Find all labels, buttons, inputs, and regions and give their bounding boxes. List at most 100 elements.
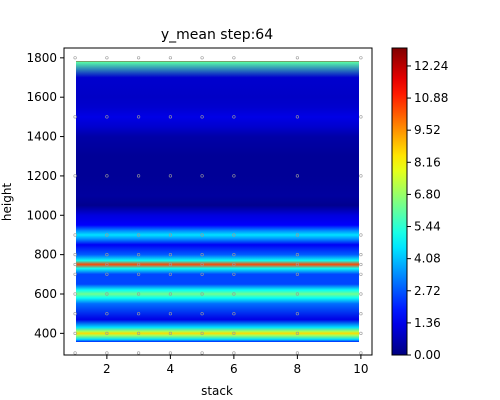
sample-point: [295, 233, 300, 237]
sample-point: [73, 272, 77, 276]
sample-point: [105, 292, 109, 296]
sample-point: [73, 56, 77, 60]
sample-point: [137, 331, 141, 336]
y-tick-label: 800: [34, 248, 57, 262]
sample-point: [359, 312, 363, 316]
sample-point: [105, 272, 109, 276]
sample-point: [232, 56, 236, 60]
colorbar-tick-label: 6.80: [414, 187, 441, 201]
sample-point: [200, 174, 204, 178]
colorbar-tick-label: 0.00: [414, 348, 441, 362]
sample-point: [73, 351, 77, 355]
sample-point: [232, 351, 236, 355]
sample-point: [359, 253, 363, 257]
sample-point: [137, 262, 141, 267]
sample-point: [105, 115, 109, 119]
sample-point: [137, 115, 141, 119]
x-tick-label: 8: [294, 362, 302, 376]
sample-point: [105, 233, 109, 237]
y-tick-label: 1800: [26, 51, 57, 65]
sample-point: [359, 56, 363, 60]
plot-area: [63, 47, 373, 356]
sample-point: [73, 331, 77, 336]
sample-point: [200, 272, 204, 276]
sample-point: [359, 262, 363, 267]
sample-point: [105, 331, 109, 336]
sample-point: [295, 351, 300, 355]
sample-point: [137, 174, 141, 178]
sample-point: [232, 253, 236, 257]
sample-point: [359, 292, 363, 296]
y-axis: 400 600 800 1000 1200 1400 1600 1800: [26, 51, 64, 340]
sample-point: [137, 312, 141, 316]
sample-point: [168, 312, 172, 316]
sample-point: [232, 174, 236, 178]
sample-point: [232, 331, 236, 336]
colorbar: 0.00 1.36 2.72 4.08 5.44 6.80 8.16 9.52 10.88 12.…: [391, 47, 448, 362]
colorbar-tick-label: 12.24: [414, 59, 448, 73]
sample-point: [295, 312, 300, 316]
y-tick-label: 600: [34, 287, 57, 301]
sample-point: [232, 262, 236, 267]
sample-point: [73, 115, 77, 119]
sample-point: [73, 174, 77, 178]
sample-point: [168, 115, 172, 119]
sample-point: [200, 262, 204, 267]
sample-point: [295, 115, 300, 119]
sample-point: [105, 312, 109, 316]
sample-point: [168, 292, 172, 296]
colorbar-tick-label: 10.88: [414, 91, 448, 105]
sample-point: [295, 292, 300, 296]
sample-point: [137, 253, 141, 257]
sample-point: [232, 312, 236, 316]
y-tick-label: 400: [34, 326, 57, 340]
sample-point: [359, 331, 363, 336]
sample-point: [137, 233, 141, 237]
sample-point: [295, 56, 300, 60]
sample-point: [232, 115, 236, 119]
sample-point: [295, 174, 300, 178]
x-tick-label: 2: [103, 362, 111, 376]
sample-points: [73, 56, 363, 355]
sample-point: [359, 174, 363, 178]
sample-point: [200, 56, 204, 60]
colorbar-ticks: 0.00 1.36 2.72 4.08 5.44 6.80 8.16 9.52 10.88 12.…: [407, 59, 448, 362]
sample-point: [359, 233, 363, 237]
sample-point: [73, 262, 77, 267]
sample-point: [105, 351, 109, 355]
sample-point: [232, 233, 236, 237]
sample-point: [200, 351, 204, 355]
sample-point: [232, 292, 236, 296]
sample-point: [295, 262, 300, 267]
sample-point: [105, 174, 109, 178]
sample-point: [232, 272, 236, 276]
colorbar-tick-label: 4.08: [414, 252, 441, 266]
sample-point: [359, 351, 363, 355]
colorbar-fill: [392, 48, 407, 355]
plot-frame: [63, 47, 373, 356]
colorbar-tick-label: 5.44: [414, 220, 441, 234]
x-tick-label: 4: [167, 362, 175, 376]
contour-fill: [76, 61, 359, 342]
sample-point: [168, 233, 172, 237]
y-tick-label: 1000: [26, 208, 57, 222]
sample-point: [168, 253, 172, 257]
sample-point: [200, 292, 204, 296]
x-axis-label: stack: [201, 384, 233, 398]
sample-point: [200, 331, 204, 336]
sample-point: [105, 253, 109, 257]
sample-point: [168, 331, 172, 336]
sample-point: [73, 253, 77, 257]
sample-point: [168, 174, 172, 178]
sample-point: [295, 272, 300, 276]
sample-point: [137, 351, 141, 355]
sample-point: [359, 272, 363, 276]
sample-point: [105, 262, 109, 267]
sample-point: [168, 262, 172, 267]
sample-point: [73, 233, 77, 237]
y-axis-label: height: [0, 183, 14, 222]
sample-point: [200, 253, 204, 257]
sample-point: [105, 56, 109, 60]
y-tick-label: 1600: [26, 90, 57, 104]
